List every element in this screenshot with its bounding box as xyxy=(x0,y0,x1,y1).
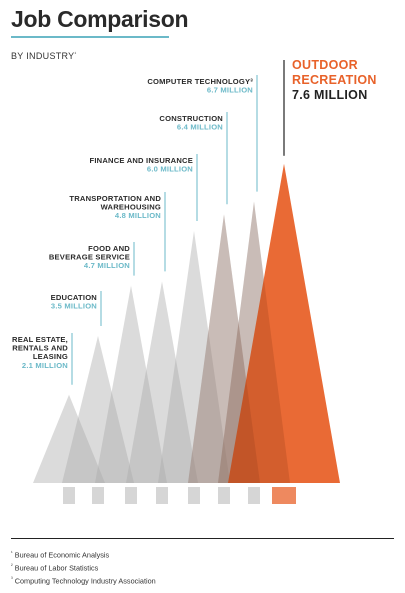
category-tree xyxy=(126,281,198,483)
tree-overlap-shade xyxy=(188,214,260,483)
title-underline xyxy=(11,36,169,38)
tree-trunk xyxy=(218,487,230,504)
chart-title: Job Comparison xyxy=(11,6,189,32)
category-tree xyxy=(33,394,105,483)
tree-trunk xyxy=(248,487,260,504)
category-value: 2.1 MILLION xyxy=(22,361,68,370)
highlight-trunk xyxy=(272,487,296,504)
category-tree xyxy=(95,285,167,483)
category-label: EDUCATION xyxy=(51,293,97,302)
category-label: BEVERAGE SERVICE xyxy=(49,253,130,262)
tree-trunk xyxy=(63,487,75,504)
highlight-label: OUTDOOR xyxy=(292,58,358,72)
category-value: 6.4 MILLION xyxy=(177,123,223,132)
tree-trunk xyxy=(156,487,168,504)
footnotes: ¹ Bureau of Economic Analysis ² Bureau o… xyxy=(11,548,156,587)
subtitle-text: BY INDUSTRY xyxy=(11,51,75,61)
category-value: 4.8 MILLION xyxy=(115,211,161,220)
category-value: 4.7 MILLION xyxy=(84,261,130,270)
tree-trunk xyxy=(92,487,104,504)
footnote-2: ² Bureau of Labor Statistics xyxy=(11,562,99,573)
category-value: 6.0 MILLION xyxy=(147,165,193,174)
category-tree xyxy=(62,336,134,483)
category-value: 6.7 MILLION xyxy=(207,86,253,95)
category-value: 3.5 MILLION xyxy=(51,302,97,311)
category-label: FOOD AND xyxy=(88,244,130,253)
footnote-divider xyxy=(11,538,394,539)
tree-trunk xyxy=(125,487,137,504)
category-label: WAREHOUSING xyxy=(101,203,161,212)
highlight-value: 7.6 MILLION xyxy=(292,88,368,102)
category-label: FINANCE AND INSURANCE xyxy=(90,156,193,165)
category-label: CONSTRUCTION xyxy=(159,114,223,123)
category-label: RENTALS AND xyxy=(12,344,68,353)
highlight-label: RECREATION xyxy=(292,73,377,87)
tree-trunk xyxy=(188,487,200,504)
tree-overlap-shade xyxy=(218,201,290,483)
category-label: LEASING xyxy=(33,352,68,361)
category-tree xyxy=(158,231,230,483)
category-label: REAL ESTATE, xyxy=(12,335,68,344)
highlight-tree xyxy=(228,163,340,484)
subtitle-footnote-mark: ¹ xyxy=(74,51,77,57)
category-label: COMPUTER TECHNOLOGY³ xyxy=(147,77,253,86)
footnote-3: ³ Computing Technology Industry Associat… xyxy=(11,575,156,586)
footnote-1: ¹ Bureau of Economic Analysis xyxy=(11,550,110,560)
category-label: TRANSPORTATION AND xyxy=(69,194,161,203)
chart-subtitle: BY INDUSTRY¹ xyxy=(11,51,76,61)
